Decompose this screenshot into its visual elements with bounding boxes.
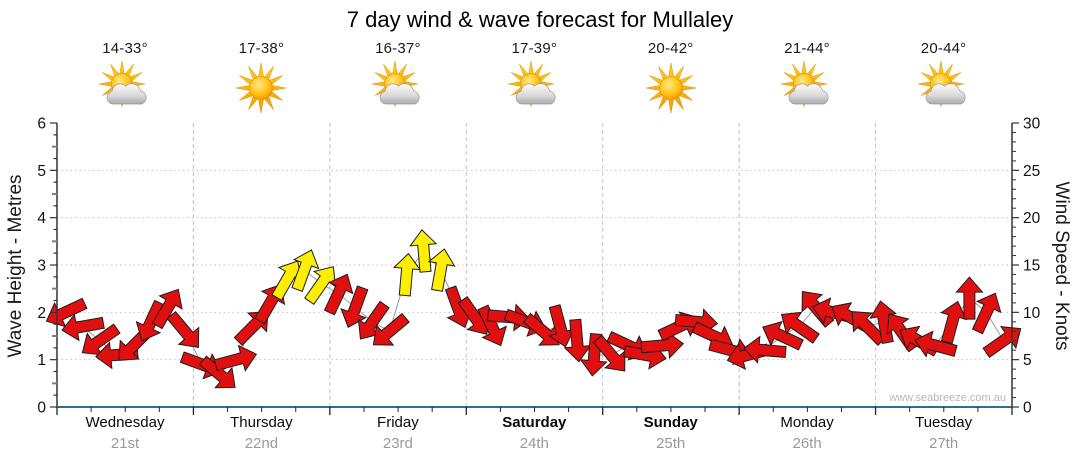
wind-arrow (304, 266, 337, 305)
wind-arrow (393, 252, 422, 297)
sun-behind-cloud-icon (466, 60, 602, 116)
wind-arrow (61, 313, 105, 342)
wind-arrow (971, 292, 1002, 335)
wind-speed-tick-label: 30 (1023, 116, 1041, 133)
wind-speed-tick-label: 0 (1023, 400, 1032, 417)
day-header-wednesday: 14-33° (57, 40, 193, 116)
temp-range: 20-44° (920, 40, 967, 57)
wind-arrow (340, 285, 369, 329)
day-date: 26th (792, 435, 822, 452)
wind-arrow (198, 355, 236, 389)
wind-arrow (427, 248, 456, 292)
wind-speed-tick-label: 15 (1023, 258, 1040, 275)
day-label-friday: Friday 23rd (330, 414, 466, 452)
day-header-tuesday: 20-44° (876, 40, 1012, 116)
day-name: Thursday (230, 414, 293, 431)
sun-behind-cloud-icon (739, 60, 875, 116)
day-label-monday: Monday 26th (739, 414, 875, 452)
temp-range: 14-33° (102, 40, 148, 57)
wind-arrow (166, 310, 200, 348)
wave-height-tick-label: 3 (37, 258, 46, 275)
sun-icon (603, 60, 739, 116)
wave-height-tick-label: 1 (37, 352, 46, 369)
wind-arrow (869, 300, 898, 345)
wind-arrow (213, 344, 258, 372)
day-date: 21st (110, 435, 140, 452)
wind-arrow (743, 335, 787, 364)
wave-height-tick-label: 0 (37, 400, 46, 417)
wind-speed-tick-label: 10 (1023, 305, 1041, 322)
wave-height-tick-label: 5 (37, 163, 46, 180)
sun-behind-cloud-icon (876, 60, 1012, 116)
day-name: Friday (377, 414, 419, 431)
day-label-saturday: Saturday 24th (466, 414, 602, 452)
temp-range: 17-39° (511, 40, 558, 57)
gridlines (57, 123, 1012, 407)
day-name: Tuesday (915, 414, 973, 431)
wind-arrow (914, 330, 958, 358)
day-date: 24th (519, 435, 549, 452)
day-header-monday: 21-44° (739, 40, 875, 116)
temp-range: 17-38° (238, 40, 285, 57)
day-date: 25th (656, 435, 686, 452)
day-header-friday: 16-37° (330, 40, 466, 116)
wave-height-tick-label: 6 (37, 116, 46, 133)
day-name: Wednesday (85, 414, 165, 431)
sun-behind-cloud-icon (57, 60, 193, 116)
wind-arrow (762, 320, 804, 351)
temp-range: 16-37° (375, 40, 421, 57)
wind-arrow (955, 276, 984, 320)
wind-arrow (323, 273, 354, 316)
axes: 0 1 2 3 4 5 6 0 5 10 15 20 25 30 (37, 116, 1040, 417)
day-label-thursday: Thursday 22nd (193, 414, 329, 452)
sun-behind-cloud-icon (330, 60, 466, 116)
wind-arrow (477, 304, 507, 347)
wave-height-tick-label: 2 (37, 305, 46, 322)
wind-arrow (780, 311, 820, 344)
wind-arrow (135, 299, 166, 342)
day-header-sunday: 20-42° (603, 40, 739, 116)
wave-height-axis-title: Wave Height - Metres (5, 174, 26, 358)
wind-arrow (151, 288, 183, 330)
day-date: 22nd (244, 435, 279, 452)
temp-range: 21-44° (784, 40, 830, 57)
day-date: 23rd (382, 435, 413, 452)
day-header-saturday: 17-39° (466, 40, 602, 116)
wind-arrow (291, 249, 320, 292)
wind-arrow (372, 312, 410, 346)
wind-speed-tick-label: 20 (1023, 210, 1041, 227)
day-label-wednesday: Wednesday 21st (57, 414, 193, 452)
day-header-thursday: 17-38° (193, 40, 329, 116)
sun-icon (193, 60, 329, 116)
wind-speed-tick-label: 25 (1023, 163, 1040, 180)
day-label-sunday: Sunday 25th (603, 414, 739, 452)
day-name: Saturday (502, 414, 567, 431)
wind-arrows (45, 229, 1022, 389)
day-date: 27th (928, 435, 959, 452)
wind-speed-axis-title: Wind Speed - Knots (1051, 181, 1072, 351)
temp-range: 20-42° (647, 40, 694, 57)
day-label-tuesday: Tuesday 27th (876, 414, 1012, 452)
day-name: Monday (780, 414, 834, 431)
wind-speed-tick-label: 5 (1023, 352, 1032, 369)
wave-height-tick-label: 4 (37, 210, 46, 227)
watermark: www.seabreeze.com.au (888, 392, 1006, 404)
day-name: Sunday (643, 414, 698, 431)
page-title: 7 day wind & wave forecast for Mullaley (346, 7, 734, 32)
